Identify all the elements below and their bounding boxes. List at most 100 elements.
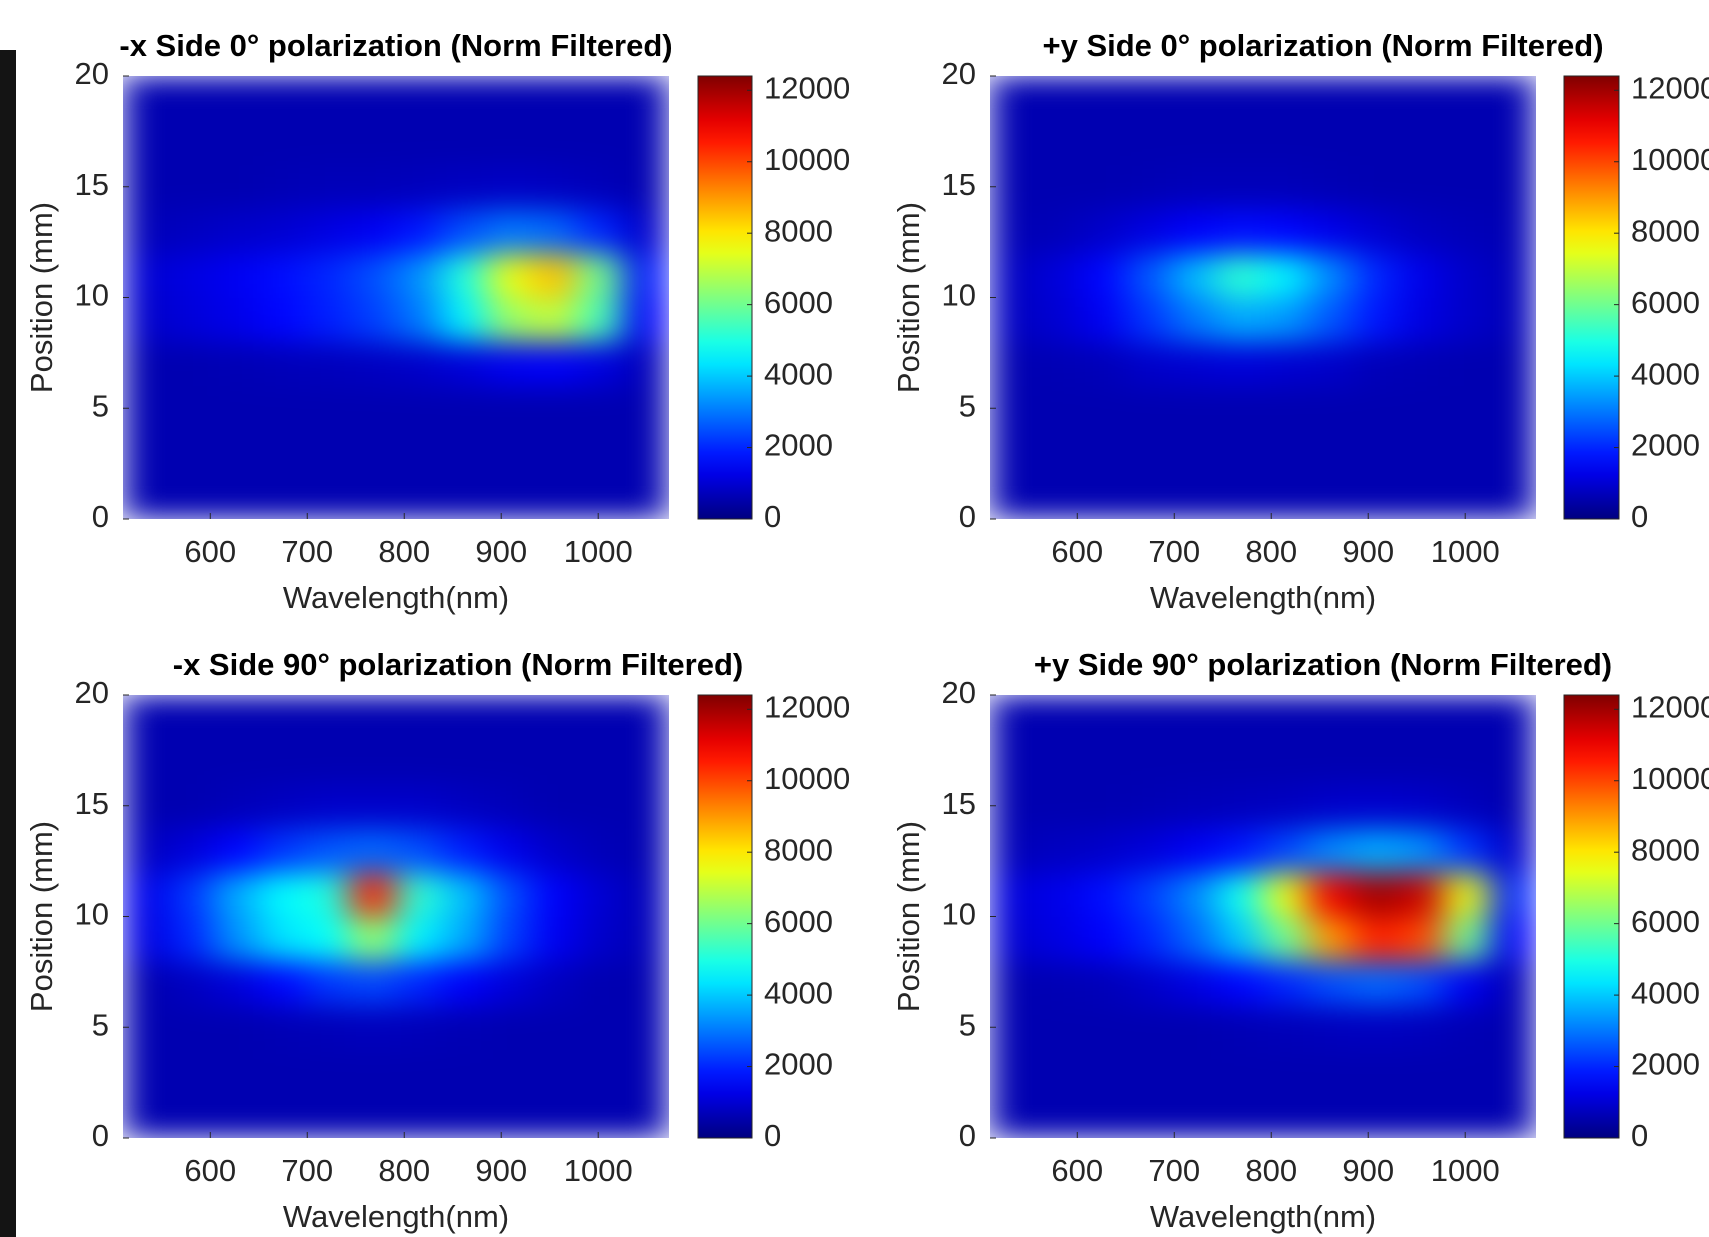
heatmap-cell xyxy=(258,164,306,210)
heatmap-cell xyxy=(1034,341,1082,387)
heatmap-cell xyxy=(123,252,169,298)
heatmap-cell xyxy=(1398,474,1445,519)
heatmap-cell xyxy=(1353,1093,1401,1138)
heatmap-cell xyxy=(486,385,534,431)
heatmap-cell xyxy=(1034,827,1082,873)
heatmap-cell xyxy=(622,1004,669,1050)
y-tick-label: 10 xyxy=(75,278,109,313)
heatmap-cell xyxy=(1171,164,1218,210)
heatmap-cell xyxy=(1353,960,1401,1006)
heatmap-cell xyxy=(1125,1048,1173,1095)
colorbar-tick-label: 8000 xyxy=(764,213,833,248)
heatmap-cell xyxy=(1489,827,1536,873)
heatmap-cell xyxy=(395,871,443,917)
heatmap-cell xyxy=(1443,738,1491,785)
heatmap-cell xyxy=(1262,164,1310,210)
heatmap-cell xyxy=(1489,783,1536,829)
heatmap-cell xyxy=(1216,960,1264,1006)
heatmap-cell xyxy=(213,916,260,962)
heatmap-cell xyxy=(213,119,260,166)
plot-area xyxy=(990,695,1536,1138)
heatmap-cell xyxy=(1489,1048,1536,1095)
colorbar-tick-label: 0 xyxy=(764,499,781,534)
x-tick-label: 1000 xyxy=(564,534,633,569)
heatmap-cell xyxy=(486,871,534,917)
heatmap-cell xyxy=(349,76,397,121)
heatmap-cell xyxy=(486,76,534,121)
heatmap-cell xyxy=(1443,871,1491,917)
heatmap-cell xyxy=(349,341,397,387)
chart-title: +y Side 0° polarization (Norm Filtered) xyxy=(1042,28,1603,63)
heatmap-cell xyxy=(1443,783,1491,829)
heatmap-cell xyxy=(1171,916,1218,962)
heatmap-cell xyxy=(1262,1093,1310,1138)
heatmap-cell xyxy=(167,916,215,962)
heatmap-cell xyxy=(1308,208,1355,254)
heatmap-cell xyxy=(123,871,169,917)
heatmap-cell xyxy=(1308,738,1355,785)
heatmap-cell xyxy=(1171,738,1218,785)
heatmap-cell xyxy=(1080,341,1127,387)
heatmap-cell xyxy=(1443,208,1491,254)
heatmap-cell xyxy=(486,208,534,254)
heatmap-cell xyxy=(1034,119,1082,166)
colorbar-tick-label: 2000 xyxy=(1631,428,1700,463)
heatmap-cell xyxy=(1034,429,1082,476)
plot-area xyxy=(123,76,669,519)
heatmap-cell xyxy=(167,429,215,476)
heatmap-cell xyxy=(1443,916,1491,962)
x-tick-label: 600 xyxy=(184,534,236,569)
heatmap-cell xyxy=(531,1048,578,1095)
heatmap-cells xyxy=(123,695,669,1138)
heatmap-cell xyxy=(1125,385,1173,431)
heatmap-cell xyxy=(1353,783,1401,829)
heatmap-cell xyxy=(1216,738,1264,785)
heatmap-cell xyxy=(1443,119,1491,166)
heatmap-cell xyxy=(258,341,306,387)
heatmap-cell xyxy=(349,1004,397,1050)
heatmap-cell xyxy=(1034,164,1082,210)
heatmap-cell xyxy=(1262,297,1310,343)
heatmap-cell xyxy=(1171,1048,1218,1095)
heatmap-cell xyxy=(349,385,397,431)
colorbar-tick-label: 10000 xyxy=(1631,761,1709,796)
heatmap-cell xyxy=(1398,960,1445,1006)
heatmap-cell xyxy=(622,783,669,829)
heatmap-cell xyxy=(1308,695,1355,740)
heatmap-cell xyxy=(123,474,169,519)
heatmap-cell xyxy=(441,783,488,829)
heatmap-cell xyxy=(395,695,443,740)
heatmap-cell xyxy=(441,1004,488,1050)
heatmap-cell xyxy=(1443,297,1491,343)
heatmap-cell xyxy=(622,474,669,519)
y-axis-label: Position (mm) xyxy=(891,821,926,1012)
colorbar-tick-label: 0 xyxy=(1631,499,1648,534)
heatmap-cell xyxy=(486,738,534,785)
heatmap-cell xyxy=(1308,1048,1355,1095)
heatmap-cell xyxy=(213,695,260,740)
heatmap-cell xyxy=(576,164,624,210)
heatmap-cell xyxy=(304,385,351,431)
heatmap-cell xyxy=(486,1093,534,1138)
heatmap-cell xyxy=(1443,1093,1491,1138)
x-tick-label: 1000 xyxy=(1431,1153,1500,1188)
heatmap-cell xyxy=(1034,916,1082,962)
heatmap-cell xyxy=(622,827,669,873)
heatmap-cell xyxy=(1262,783,1310,829)
heatmap-cell xyxy=(1171,208,1218,254)
heatmap-cell xyxy=(304,252,351,298)
heatmap-cell xyxy=(349,695,397,740)
y-tick-label: 5 xyxy=(959,388,976,423)
heatmap-cell xyxy=(622,164,669,210)
heatmap-cell xyxy=(395,385,443,431)
heatmap-cell xyxy=(576,297,624,343)
heatmap-cell xyxy=(1308,871,1355,917)
colorbar-tick-label: 2000 xyxy=(764,428,833,463)
heatmap-cell xyxy=(395,252,443,298)
heatmap-cell xyxy=(395,208,443,254)
heatmap-cell xyxy=(167,474,215,519)
heatmap-cell xyxy=(1353,1004,1401,1050)
heatmap-cell xyxy=(1034,783,1082,829)
x-axis-label: Wavelength(nm) xyxy=(283,580,509,615)
